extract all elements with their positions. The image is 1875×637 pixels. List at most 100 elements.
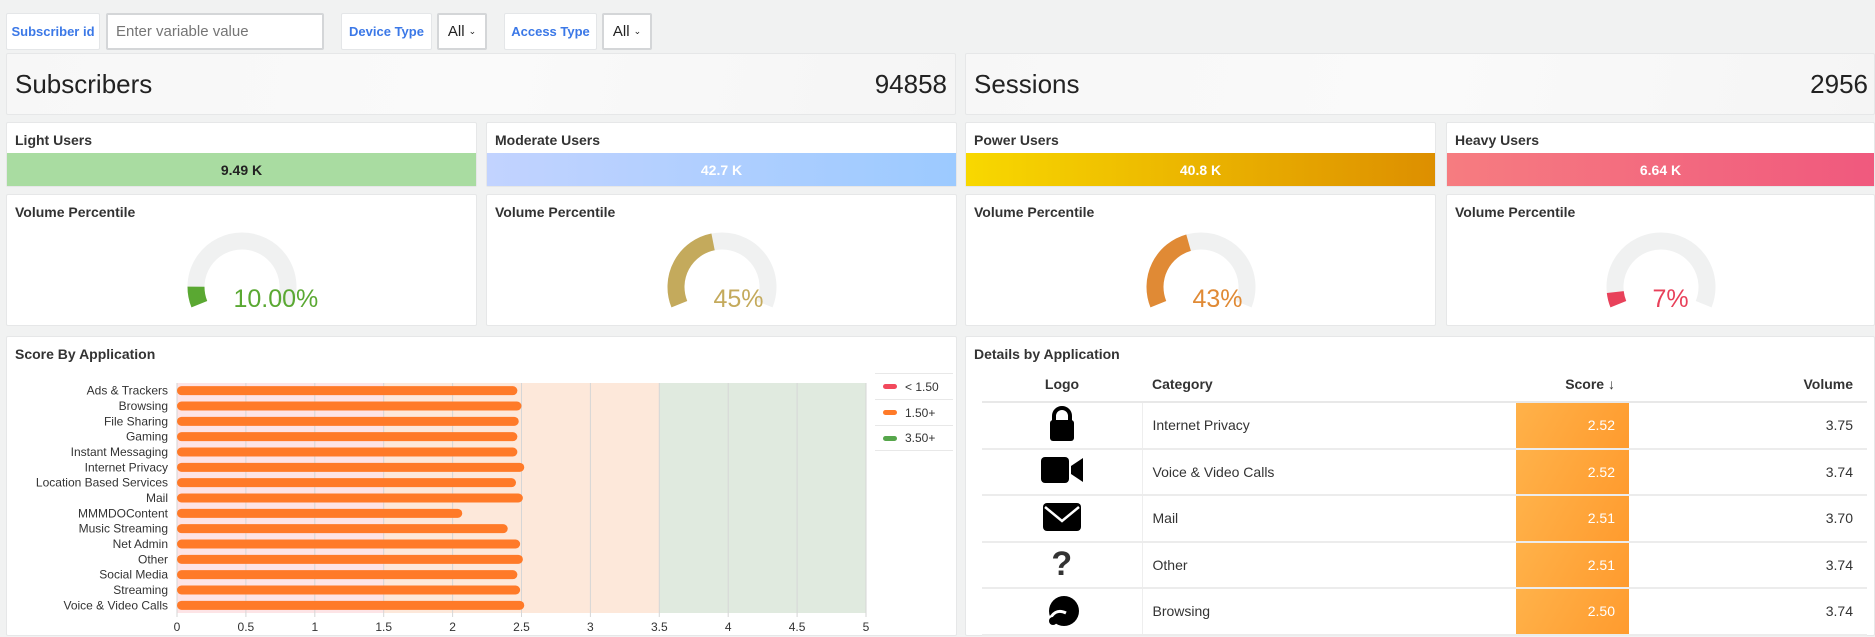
y-category-label: Gaming bbox=[126, 430, 168, 444]
x-tick-label: 5 bbox=[863, 620, 870, 634]
y-category-label: File Sharing bbox=[104, 414, 168, 428]
score-header-label: Score bbox=[1565, 376, 1605, 392]
volume-cell: 3.74 bbox=[1629, 541, 1867, 589]
score-cell: 2.52 bbox=[1516, 448, 1629, 496]
details-table: Logo Category Score ↓ Volume Internet Pr… bbox=[982, 367, 1867, 636]
light-users-bar: 9.49 K bbox=[7, 153, 476, 186]
subscribers-panel: Subscribers 94858 bbox=[6, 53, 956, 115]
panel-title: Moderate Users bbox=[495, 132, 601, 148]
bar[interactable] bbox=[177, 478, 516, 488]
legend-item[interactable]: < 1.50 bbox=[875, 373, 953, 399]
column-header-score[interactable]: Score ↓ bbox=[1516, 367, 1629, 403]
column-header-volume[interactable]: Volume bbox=[1629, 367, 1867, 403]
category-cell: Internet Privacy bbox=[1142, 402, 1516, 450]
gauge-panel: Volume Percentile 45% bbox=[486, 194, 957, 326]
category-cell: Browsing bbox=[1142, 588, 1516, 636]
bar[interactable] bbox=[177, 432, 518, 442]
panel-title: Light Users bbox=[15, 132, 93, 148]
panel-title: Volume Percentile bbox=[974, 204, 1095, 220]
gauge-value: 43% bbox=[1192, 285, 1243, 313]
bar[interactable] bbox=[177, 386, 518, 396]
bar[interactable] bbox=[177, 600, 525, 610]
y-category-label: Location Based Services bbox=[36, 476, 168, 490]
bar[interactable] bbox=[177, 447, 518, 457]
panel-title: Heavy Users bbox=[1455, 132, 1540, 148]
legend-item[interactable]: 1.50+ bbox=[875, 399, 953, 425]
moderate-users-panel: Moderate Users 42.7 K bbox=[486, 122, 957, 187]
gauge-panel: Volume Percentile 10.00% bbox=[6, 194, 477, 326]
bar[interactable] bbox=[177, 416, 519, 426]
access-type-label: Access Type bbox=[504, 13, 597, 50]
gauge-fill bbox=[667, 233, 715, 308]
y-category-label: MMMDOContent bbox=[78, 506, 169, 520]
category-cell: Mail bbox=[1142, 495, 1516, 543]
power-users-bar: 40.8 K bbox=[966, 153, 1435, 186]
y-category-label: Social Media bbox=[99, 568, 168, 582]
category-cell: Other bbox=[1142, 541, 1516, 589]
y-category-label: Instant Messaging bbox=[71, 445, 168, 459]
gauge-value: 7% bbox=[1652, 285, 1689, 313]
x-tick-label: 0.5 bbox=[238, 620, 255, 634]
y-category-label: Ads & Trackers bbox=[87, 384, 168, 398]
light-users-panel: Light Users 9.49 K bbox=[6, 122, 477, 187]
legend-label: < 1.50 bbox=[905, 379, 939, 394]
sessions-value: 2956 bbox=[1810, 69, 1868, 99]
subscriber-id-input[interactable] bbox=[106, 13, 324, 50]
y-category-label: Other bbox=[138, 552, 168, 566]
device-type-select[interactable]: All ⌄ bbox=[437, 13, 487, 50]
x-tick-label: 3 bbox=[587, 620, 594, 634]
chart-legend: < 1.50 1.50+ 3.50+ bbox=[875, 373, 953, 451]
bar[interactable] bbox=[177, 493, 523, 503]
video-camera-icon bbox=[982, 448, 1143, 496]
gauge-value: 45% bbox=[713, 285, 764, 313]
column-header-logo[interactable]: Logo bbox=[982, 367, 1142, 403]
access-type-value: All bbox=[612, 23, 630, 40]
bar[interactable] bbox=[177, 585, 521, 595]
gauge-panel: Volume Percentile 43% bbox=[965, 194, 1436, 326]
chevron-down-icon: ⌄ bbox=[468, 26, 477, 36]
gauge-track bbox=[1606, 232, 1715, 308]
details-by-application-panel: Details by Application Logo Category Sco… bbox=[965, 336, 1875, 636]
bar[interactable] bbox=[177, 524, 508, 534]
gauge-value: 10.00% bbox=[233, 285, 319, 313]
gauge-panel: Volume Percentile 7% bbox=[1446, 194, 1875, 326]
score-by-application-panel: Score By Application 0 0.5 1 1.5 2 2.5 3 3.5 4 4.… bbox=[6, 336, 957, 636]
envelope-icon bbox=[982, 495, 1143, 543]
bar[interactable] bbox=[177, 462, 525, 472]
table-row: Mail 2.51 3.70 bbox=[982, 495, 1867, 543]
subscriber-id-label: Subscriber id bbox=[6, 13, 100, 50]
y-category-label: Browsing bbox=[119, 399, 168, 413]
y-category-label: Net Admin bbox=[113, 537, 168, 551]
legend-label: 3.50+ bbox=[905, 431, 936, 445]
subscribers-value: 94858 bbox=[874, 69, 947, 99]
legend-item[interactable]: 3.50+ bbox=[875, 425, 953, 451]
x-tick-label: 2.5 bbox=[513, 620, 530, 634]
volume-cell: 3.74 bbox=[1629, 588, 1867, 636]
score-cell: 2.51 bbox=[1516, 541, 1629, 589]
category-cell: Voice & Video Calls bbox=[1142, 448, 1516, 496]
bar[interactable] bbox=[177, 401, 522, 411]
x-tick-label: 1.5 bbox=[375, 620, 392, 634]
x-tick-label: 0 bbox=[174, 620, 181, 634]
threshold-band bbox=[659, 383, 866, 613]
panel-title: Volume Percentile bbox=[1455, 204, 1576, 220]
x-tick-label: 4 bbox=[725, 620, 732, 634]
score-cell: 2.52 bbox=[1516, 402, 1629, 450]
gauge-fill bbox=[187, 286, 207, 308]
legend-swatch bbox=[883, 410, 897, 415]
table-row: Browsing 2.50 3.74 bbox=[982, 588, 1867, 636]
sessions-label: Sessions bbox=[974, 69, 1080, 99]
column-header-category[interactable]: Category bbox=[1142, 367, 1516, 403]
y-category-label: Streaming bbox=[113, 583, 168, 597]
bar[interactable] bbox=[177, 554, 523, 564]
panel-title: Details by Application bbox=[974, 346, 1120, 362]
access-type-select[interactable]: All ⌄ bbox=[602, 13, 652, 50]
bar[interactable] bbox=[177, 508, 463, 518]
gauge-fill bbox=[1606, 290, 1626, 308]
x-tick-label: 1 bbox=[311, 620, 318, 634]
heavy-users-panel: Heavy Users 6.64 K bbox=[1446, 122, 1875, 187]
bar[interactable] bbox=[177, 570, 518, 580]
x-tick-label: 3.5 bbox=[651, 620, 668, 634]
table-row: Internet Privacy 2.52 3.75 bbox=[982, 402, 1867, 450]
bar[interactable] bbox=[177, 539, 521, 549]
